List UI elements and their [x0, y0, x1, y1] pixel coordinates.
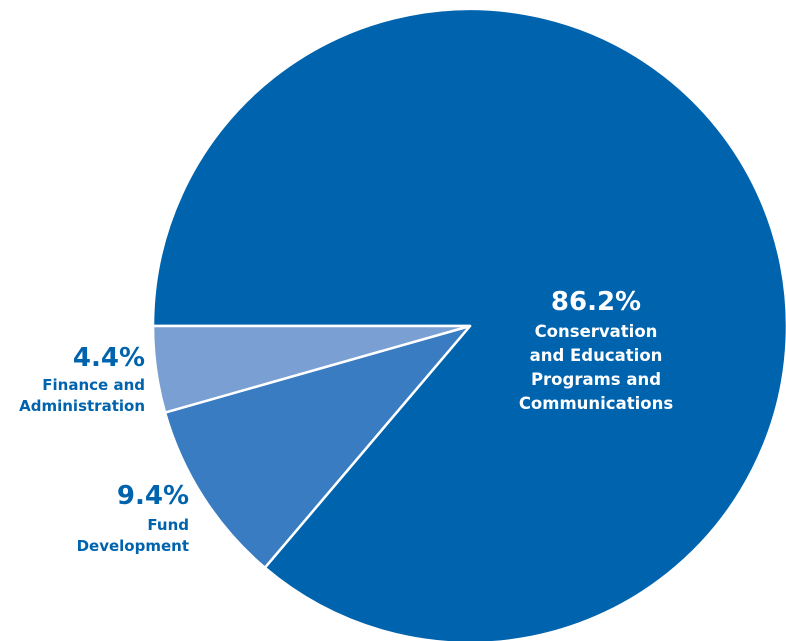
slice-label-finance-administration-line-1: Finance and [42, 376, 145, 394]
slice-label-fund-development-line-1: Fund [147, 516, 189, 534]
slice-label-conservation-education-line-3: Programs and [531, 370, 661, 389]
pie-slice-finance-administration [151, 324, 472, 414]
slice-label-conservation-education-line-1: Conservation [535, 322, 658, 341]
slice-label-conservation-education-line-4: Communications [519, 394, 674, 413]
slice-label-conservation-education-line-2: and Education [530, 346, 663, 365]
slice-percent-conservation-education: 86.2% [551, 287, 641, 317]
pie-slice-fund-development [163, 324, 472, 569]
slice-label-finance-administration-line-2: Administration [19, 397, 145, 415]
slice-percent-finance-administration: 4.4% [73, 343, 145, 373]
slice-percent-fund-development: 9.4% [117, 481, 189, 511]
slice-label-fund-development-line-2: Development [77, 537, 189, 555]
